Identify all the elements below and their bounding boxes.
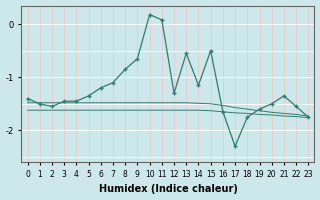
X-axis label: Humidex (Indice chaleur): Humidex (Indice chaleur) xyxy=(99,184,237,194)
